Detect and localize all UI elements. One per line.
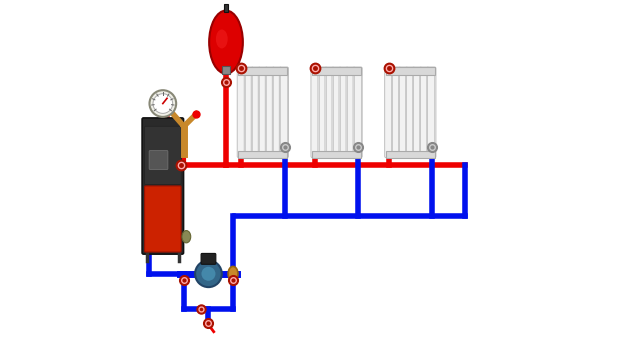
FancyBboxPatch shape bbox=[238, 151, 288, 158]
FancyBboxPatch shape bbox=[406, 67, 415, 158]
FancyBboxPatch shape bbox=[251, 67, 260, 158]
FancyBboxPatch shape bbox=[339, 67, 348, 158]
Ellipse shape bbox=[209, 11, 243, 74]
FancyBboxPatch shape bbox=[420, 67, 429, 158]
Ellipse shape bbox=[216, 29, 228, 48]
FancyBboxPatch shape bbox=[237, 67, 246, 158]
FancyBboxPatch shape bbox=[386, 151, 435, 158]
FancyBboxPatch shape bbox=[244, 67, 253, 158]
FancyBboxPatch shape bbox=[238, 67, 288, 75]
FancyBboxPatch shape bbox=[346, 67, 355, 158]
FancyBboxPatch shape bbox=[265, 67, 275, 158]
FancyBboxPatch shape bbox=[201, 253, 216, 264]
FancyBboxPatch shape bbox=[258, 67, 268, 158]
FancyBboxPatch shape bbox=[145, 126, 181, 184]
Circle shape bbox=[195, 260, 222, 287]
FancyBboxPatch shape bbox=[392, 67, 401, 158]
FancyBboxPatch shape bbox=[142, 118, 183, 254]
FancyBboxPatch shape bbox=[312, 67, 361, 75]
FancyBboxPatch shape bbox=[318, 67, 327, 158]
FancyBboxPatch shape bbox=[280, 67, 288, 158]
FancyBboxPatch shape bbox=[325, 67, 334, 158]
FancyBboxPatch shape bbox=[412, 67, 422, 158]
FancyBboxPatch shape bbox=[272, 67, 281, 158]
Circle shape bbox=[150, 90, 176, 117]
FancyBboxPatch shape bbox=[222, 66, 230, 74]
FancyBboxPatch shape bbox=[384, 67, 394, 158]
FancyBboxPatch shape bbox=[353, 67, 362, 158]
FancyBboxPatch shape bbox=[427, 67, 436, 158]
FancyBboxPatch shape bbox=[332, 67, 341, 158]
FancyBboxPatch shape bbox=[312, 151, 361, 158]
Ellipse shape bbox=[228, 266, 238, 281]
FancyBboxPatch shape bbox=[399, 67, 408, 158]
FancyBboxPatch shape bbox=[386, 67, 435, 75]
FancyBboxPatch shape bbox=[224, 4, 228, 12]
FancyBboxPatch shape bbox=[145, 186, 181, 252]
FancyBboxPatch shape bbox=[149, 151, 168, 170]
Circle shape bbox=[201, 266, 216, 282]
FancyBboxPatch shape bbox=[311, 67, 320, 158]
Circle shape bbox=[153, 94, 173, 113]
Ellipse shape bbox=[182, 231, 191, 243]
